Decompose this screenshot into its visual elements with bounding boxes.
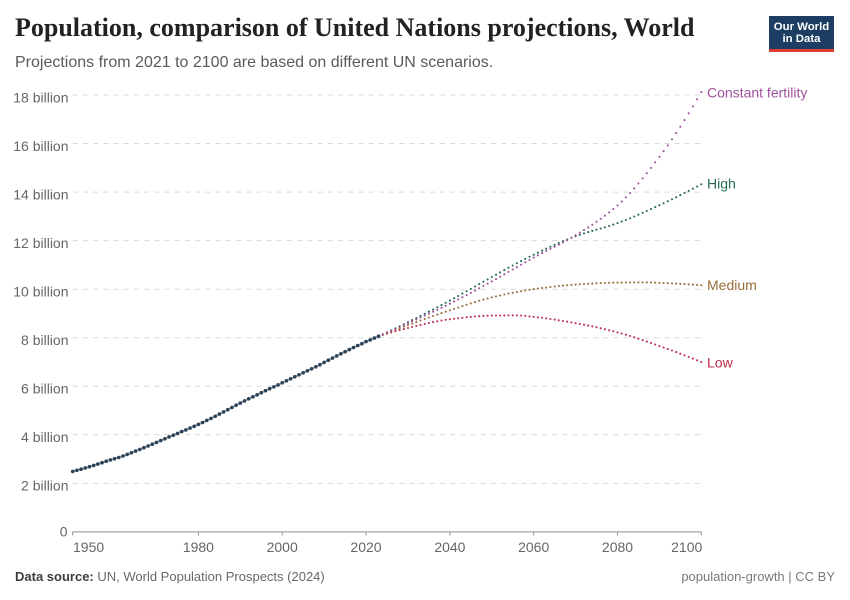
svg-text:2060: 2060: [518, 539, 549, 555]
svg-text:2020: 2020: [350, 539, 381, 555]
svg-text:6 billion: 6 billion: [21, 381, 68, 397]
svg-text:Constant fertility: Constant fertility: [707, 85, 807, 101]
svg-text:0: 0: [60, 523, 68, 539]
svg-text:14 billion: 14 billion: [13, 186, 68, 202]
svg-text:18 billion: 18 billion: [13, 89, 68, 105]
svg-text:4 billion: 4 billion: [21, 429, 68, 445]
svg-text:2 billion: 2 billion: [21, 478, 68, 494]
svg-text:2040: 2040: [434, 539, 465, 555]
svg-text:10 billion: 10 billion: [13, 284, 68, 300]
svg-text:Low: Low: [707, 355, 734, 371]
svg-text:1980: 1980: [183, 539, 214, 555]
svg-text:1950: 1950: [73, 539, 104, 555]
svg-text:16 billion: 16 billion: [13, 138, 68, 154]
svg-text:2080: 2080: [602, 539, 633, 555]
svg-text:12 billion: 12 billion: [13, 235, 68, 251]
svg-text:Medium: Medium: [707, 277, 757, 293]
svg-text:High: High: [707, 176, 736, 192]
svg-text:8 billion: 8 billion: [21, 332, 68, 348]
svg-text:2100: 2100: [671, 539, 702, 555]
svg-text:2000: 2000: [267, 539, 298, 555]
